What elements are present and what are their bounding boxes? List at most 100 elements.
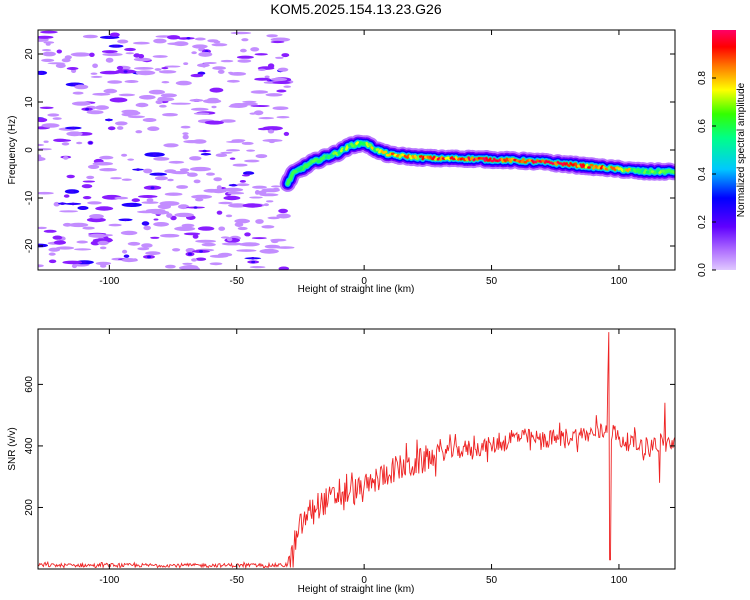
noise-blob [99,155,114,160]
signal-core-segment [362,142,367,146]
noise-blob [59,210,79,213]
noise-blob [42,51,56,57]
colorbar-ticks: 0.0 0.2 0.4 0.6 0.8 [697,71,716,277]
noise-blob [190,73,204,78]
noise-blob [102,52,123,57]
noise-blob [133,53,141,58]
signal-core-segment [416,155,421,160]
signal-core-segment [345,144,349,151]
noise-blob [211,43,228,47]
noise-core [143,222,148,225]
noise-blob [262,139,283,142]
noise-blob [195,257,207,261]
noise-blob [87,201,102,205]
signal-core-segment [327,155,331,159]
noise-blob [267,216,281,220]
signal-core-segment [439,156,444,161]
signal-core-segment [620,168,625,173]
snr-panel: -100 -50 0 50 100 200 400 600 Height of straig… [7,328,676,595]
noise-blob [138,195,158,198]
noise-core [39,71,44,75]
snr-series-line [38,332,675,569]
noise-blob [204,62,217,64]
noise-core [81,206,85,210]
noise-blob [215,153,228,157]
signal-core-segment [373,148,377,152]
noise-blob [190,107,209,111]
noise-blob [206,172,215,176]
noise-blob [222,187,244,192]
noise-blob [170,171,190,175]
noise-blob [213,177,222,182]
signal-core-segment [469,156,474,161]
signal-core-segment [556,160,561,165]
noise-blob [97,240,109,246]
x-tick-label: -50 [230,575,245,586]
noise-blob [118,93,136,97]
noise-blob [182,134,189,140]
noise-blob [177,204,190,210]
noise-blob [164,65,181,68]
signal-core-segment [561,161,566,167]
x-tick-label: -50 [230,276,245,287]
noise-blob [62,156,69,160]
signal-core-segment [625,168,630,173]
y-tick-label: 10 [24,96,35,108]
noise-blob [173,41,189,47]
noise-blob [182,262,193,265]
signal-core-segment [472,157,477,162]
noise-blob [276,213,291,219]
noise-core [129,203,134,207]
noise-core [150,186,155,189]
noise-core [107,36,112,39]
signal-core-segment [541,159,546,163]
noise-blob [72,91,84,95]
signal-core-segment [574,162,579,168]
noise-blob [48,259,57,264]
noise-blob [240,102,258,106]
noise-blob [267,129,275,134]
signal-core-segment [355,141,360,145]
noise-blob [239,180,246,183]
noise-blob [141,201,159,204]
noise-blob [228,203,247,208]
noise-blob [257,68,266,72]
noise-blob [41,123,60,128]
colorbar-label: Normalized spectral amplitude [736,82,747,217]
noise-blob [116,65,124,70]
signal-core-segment [370,146,375,151]
noise-blob [139,95,156,100]
noise-blob [255,154,268,159]
signal-core-segment [357,141,362,147]
signal-core-segment [413,154,418,160]
noise-blob [217,69,225,74]
noise-blob [38,143,45,147]
noise-blob [270,250,278,254]
noise-blob [180,125,191,129]
noise-blob [275,246,295,249]
noise-blob [209,87,224,93]
colorbar-tick-label: 0.6 [697,119,708,133]
signal-core-segment [446,156,451,161]
noise-blob [155,100,163,105]
noise-blob [226,79,240,83]
noise-core [114,44,119,48]
signal-core-segment [602,165,607,170]
noise-blob [41,58,55,63]
x-tick-label: 50 [486,276,498,287]
noise-blob [74,248,92,251]
signal-core-segment [334,151,339,156]
noise-blob [164,192,183,196]
noise-blob [63,194,70,198]
x-tick-label: 50 [486,575,498,586]
noise-blob [194,37,206,41]
signal-core-segment [388,152,393,157]
signal-core-segment [454,156,459,161]
noise-blob [160,93,177,98]
noise-blob [179,168,190,172]
noise-blob [220,151,233,154]
colorbar-tick-label: 0.8 [697,71,708,85]
signal-core-segment [571,162,576,167]
noise-blob [198,51,213,57]
noise-blob [237,59,252,63]
